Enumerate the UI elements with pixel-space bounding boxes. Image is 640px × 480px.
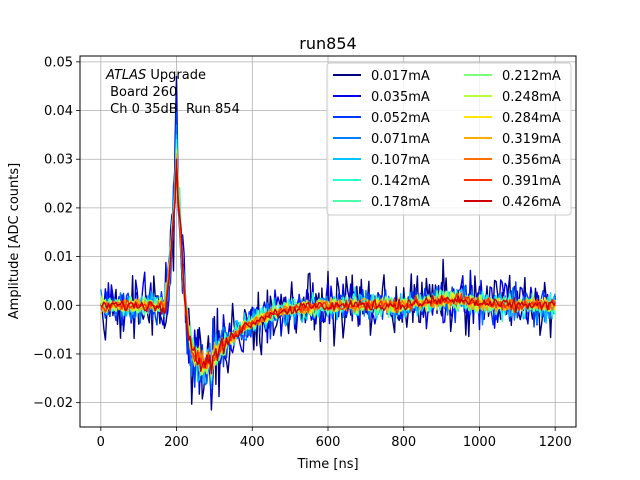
legend-items: 0.017mA 0.035mA 0.052mA 0.071mA 0.107mA 0.142… [333,69,561,210]
x-tick-label: 1000 [463,435,496,450]
y-axis-ticks: −0.02 −0.01 0.00 0.01 0.02 0.03 0.04 0.05 [33,55,80,411]
atlas-annotation: ATLAS Upgrade Board 260 Ch 0 35dB Run 85… [105,68,240,117]
plot-series [100,75,556,411]
x-axis-ticks: 0 200 400 600 800 1000 1200 [97,427,572,450]
y-tick-label: 0.05 [44,55,73,70]
x-tick-label: 1200 [539,435,572,450]
x-tick-label: 200 [164,435,189,450]
legend-label: 0.071mA [371,132,430,147]
x-axis-label: Time [ns] [296,457,358,472]
y-tick-label: 0.03 [44,153,73,168]
series-line [100,95,556,401]
y-tick-label: 0.01 [44,250,73,265]
annotation-line-3: Ch 0 35dB Run 854 [106,102,240,117]
y-tick-label: −0.02 [33,396,73,411]
annotation-upgrade: Upgrade [146,68,206,83]
legend: 0.017mA 0.035mA 0.052mA 0.071mA 0.107mA 0.142… [326,62,572,216]
series-line [100,158,556,375]
legend-label: 0.284mA [502,111,561,126]
legend-label: 0.035mA [371,90,430,105]
legend-label: 0.212mA [502,69,561,84]
series-line [100,148,556,377]
annotation-atlas: ATLAS [105,68,146,83]
y-axis-label: Amplitude [ADC counts] [7,163,22,319]
legend-label: 0.426mA [502,195,561,210]
annotation-line-2: Board 260 [106,85,177,100]
x-tick-label: 400 [240,435,265,450]
legend-label: 0.356mA [502,153,561,168]
x-tick-label: 800 [391,435,416,450]
legend-label: 0.178mA [371,195,430,210]
y-tick-label: −0.01 [33,347,73,362]
legend-label: 0.391mA [502,174,561,189]
legend-label: 0.017mA [371,69,430,84]
y-tick-label: 0.04 [44,104,73,119]
x-tick-label: 0 [97,435,105,450]
annotation-line-1: ATLAS Upgrade [105,68,206,83]
legend-label: 0.248mA [502,90,561,105]
legend-label: 0.142mA [371,174,430,189]
y-tick-label: 0.00 [44,299,73,314]
x-tick-label: 600 [316,435,341,450]
chart-title: run854 [299,34,356,53]
legend-box [326,62,572,216]
legend-label: 0.107mA [371,153,430,168]
legend-label: 0.319mA [502,132,561,147]
series-line [100,75,556,411]
y-tick-label: 0.02 [44,201,73,216]
legend-label: 0.052mA [371,111,430,126]
